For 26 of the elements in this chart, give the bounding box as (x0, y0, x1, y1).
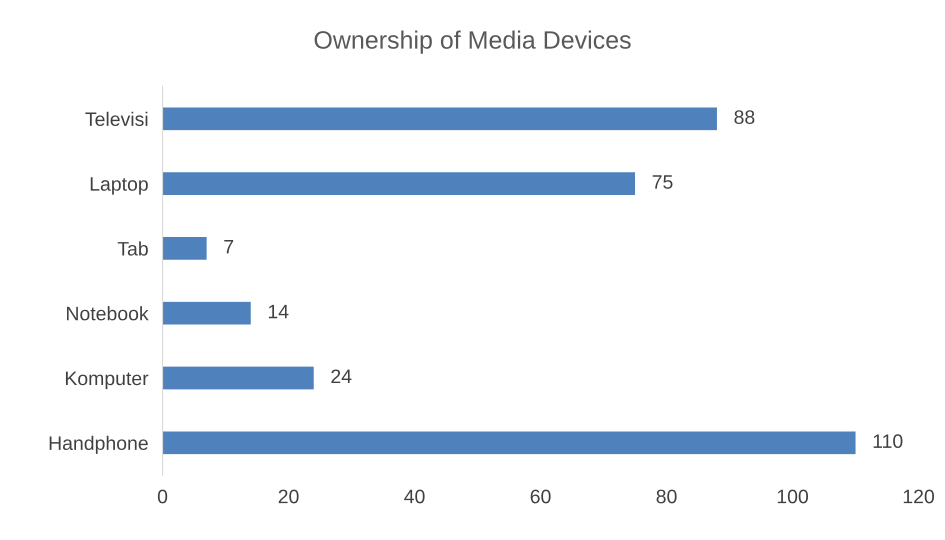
data-label: 75 (652, 175, 673, 189)
bar (162, 302, 251, 325)
y-tick-label: Komputer (66, 372, 148, 390)
x-tick-label: 20 (278, 490, 299, 504)
data-label: 88 (734, 110, 754, 124)
y-tick-label: Televisi (85, 112, 148, 126)
x-tick-label: 0 (158, 490, 168, 504)
x-tick-label: 60 (530, 490, 551, 504)
x-tick-label: 40 (404, 490, 425, 504)
bar (162, 107, 717, 130)
x-tick-label: 120 (904, 490, 934, 504)
data-label: 110 (874, 434, 902, 448)
x-tick-label: 100 (778, 490, 808, 504)
y-tick-label: Laptop (90, 177, 148, 195)
y-tick-label: Notebook (67, 306, 149, 320)
bar (162, 237, 207, 260)
y-tick-label: Handphone (50, 436, 148, 454)
data-label: 14 (268, 304, 288, 318)
chart-title: Ownership of Media Devices (314, 30, 631, 54)
data-label: 24 (331, 369, 352, 384)
bar (162, 172, 636, 195)
y-tick-label: Tab (118, 241, 148, 256)
data-label: 7 (224, 240, 234, 254)
bar (162, 366, 314, 390)
x-tick-label: 80 (656, 490, 677, 504)
bar (162, 431, 856, 454)
